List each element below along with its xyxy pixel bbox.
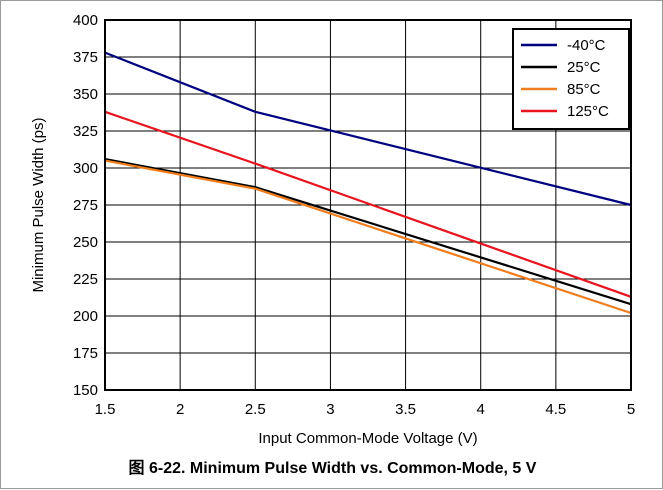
series-line-1 bbox=[104, 158, 632, 306]
y-tick-label: 350 bbox=[73, 86, 98, 103]
y-tick-label: 400 bbox=[73, 12, 98, 29]
x-tick-label: 3.5 bbox=[395, 401, 416, 418]
figure-caption: 图 6-22. Minimum Pulse Width vs. Common-M… bbox=[128, 460, 537, 477]
x-tick-label: 4 bbox=[477, 401, 485, 418]
x-axis-label: Input Common-Mode Voltage (V) bbox=[258, 430, 477, 447]
legend-label: 25°C bbox=[567, 59, 601, 76]
x-tick-label: 2.5 bbox=[245, 401, 266, 418]
x-tick-label: 2 bbox=[176, 401, 184, 418]
y-tick-labels: 150 175 200 225 250 275 300 325 350 375 400 bbox=[73, 12, 98, 399]
x-tick-label: 3 bbox=[326, 401, 334, 418]
legend-label: -40°C bbox=[567, 37, 606, 54]
legend-label: 125°C bbox=[567, 103, 609, 120]
series-line-3 bbox=[104, 110, 632, 298]
series-lines bbox=[104, 51, 632, 315]
legend: -40°C 25°C 85°C 125°C bbox=[512, 28, 630, 130]
y-tick-label: 225 bbox=[73, 271, 98, 288]
x-tick-labels: 1.5 2 2.5 3 3.5 4 4.5 5 bbox=[95, 401, 636, 418]
x-tick-label: 1.5 bbox=[95, 401, 116, 418]
y-tick-label: 375 bbox=[73, 49, 98, 66]
series-line-0 bbox=[104, 51, 632, 207]
x-tick-label: 4.5 bbox=[545, 401, 566, 418]
y-tick-label: 150 bbox=[73, 382, 98, 399]
x-tick-label: 5 bbox=[627, 401, 635, 418]
y-tick-label: 275 bbox=[73, 197, 98, 214]
y-axis-label: Minimum Pulse Width (ps) bbox=[30, 117, 47, 292]
plot-area-border bbox=[104, 19, 632, 391]
y-tick-label: 175 bbox=[73, 345, 98, 362]
legend-label: 85°C bbox=[567, 81, 601, 98]
series-line-2 bbox=[104, 159, 632, 315]
y-tick-label: 300 bbox=[73, 160, 98, 177]
y-tick-label: 250 bbox=[73, 234, 98, 251]
y-tick-label: 325 bbox=[73, 123, 98, 140]
y-tick-label: 200 bbox=[73, 308, 98, 325]
